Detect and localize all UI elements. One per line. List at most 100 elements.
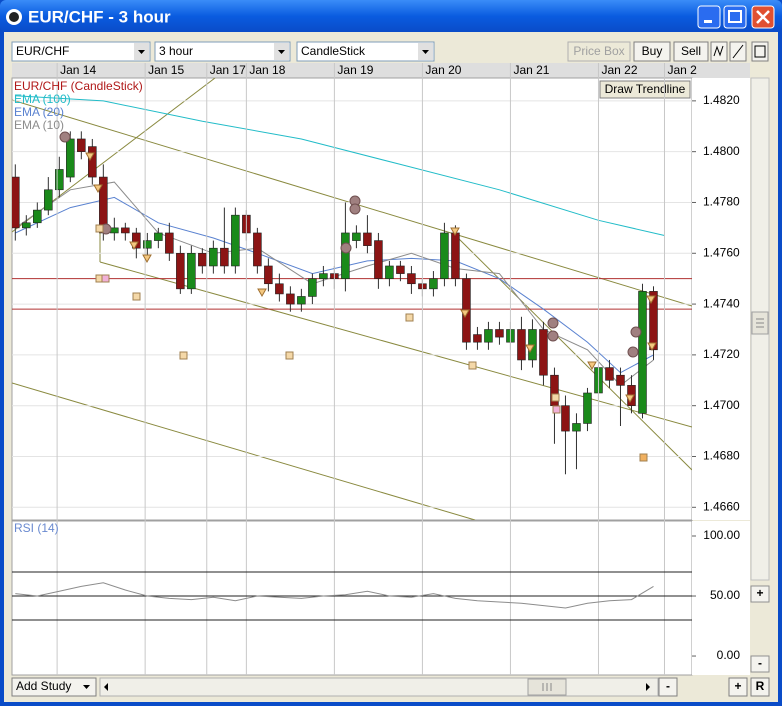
- square-markers: [95, 224, 648, 462]
- signal: [552, 405, 561, 414]
- signal: [349, 203, 361, 215]
- candle-body: [176, 252, 185, 290]
- y-tick-label: 1.4740: [703, 296, 740, 310]
- price-axis: [692, 78, 750, 520]
- sell-label: Sell: [681, 44, 701, 58]
- candle-body: [77, 138, 86, 152]
- candle-body: [385, 265, 394, 279]
- signal-markers: [59, 131, 657, 462]
- rsi-axis: [692, 521, 750, 675]
- sell-button[interactable]: [673, 41, 709, 62]
- maximize-icon: [728, 10, 742, 23]
- candle-body: [572, 423, 581, 432]
- candle-body: [286, 293, 295, 305]
- minimize-button[interactable]: [697, 5, 721, 29]
- y-tick-label: 1.4700: [703, 398, 740, 412]
- triangle-markers: [85, 152, 657, 404]
- draw-trendline-button[interactable]: [599, 80, 691, 99]
- add-study-select[interactable]: [11, 677, 97, 697]
- signal: [551, 393, 560, 402]
- period-value: 3 hour: [159, 44, 193, 58]
- signal: [101, 274, 110, 283]
- y-tick-label: 1.4760: [703, 245, 740, 259]
- y-tick-label: 1.4820: [703, 93, 740, 107]
- dropdown-arrow: [422, 50, 429, 54]
- style-select[interactable]: [296, 41, 435, 62]
- window-title: EUR/CHF - 3 hour: [28, 7, 171, 26]
- candle-body: [297, 296, 306, 305]
- candle-body: [187, 252, 196, 290]
- period-select[interactable]: [154, 41, 291, 62]
- x-tick-label: Jan 15: [148, 63, 184, 77]
- candle-body: [198, 252, 207, 267]
- candle-body: [440, 232, 449, 279]
- candle-body: [110, 227, 119, 234]
- price-panel: [11, 77, 693, 521]
- trendline: [454, 234, 692, 471]
- y-tick-label: 100.00: [703, 528, 740, 542]
- candle-body: [407, 273, 416, 285]
- signal: [630, 326, 642, 338]
- candle-body: [539, 329, 548, 376]
- signal: [468, 361, 477, 370]
- scroll-right[interactable]: [646, 683, 650, 691]
- zoom-in-button[interactable]: [728, 677, 748, 697]
- x-tick-label: Jan 22: [601, 63, 637, 77]
- zoom-out-label: -: [666, 679, 670, 693]
- candle-body: [649, 291, 658, 351]
- candle-body: [638, 291, 647, 414]
- symbol-select[interactable]: [11, 41, 151, 62]
- y-tick-label: 1.4780: [703, 195, 740, 209]
- series-line: [15, 196, 654, 374]
- window-tool[interactable]: [751, 41, 769, 62]
- candle-body: [275, 283, 284, 295]
- rsi-zoom-in-button[interactable]: [750, 585, 770, 603]
- zoom-out-button[interactable]: [658, 677, 678, 697]
- candle-body: [451, 232, 460, 279]
- title-bar: [0, 0, 782, 32]
- buy-button[interactable]: [633, 41, 671, 62]
- candle-body: [121, 227, 130, 234]
- candle-body: [165, 232, 174, 254]
- x-tick-label: Jan 20: [425, 63, 461, 77]
- candle-body: [352, 232, 361, 241]
- scroll-left[interactable]: [104, 683, 108, 691]
- candle-body: [154, 232, 163, 241]
- time-scrollbar[interactable]: [99, 677, 659, 697]
- signal: [179, 351, 188, 360]
- candle-body: [396, 265, 405, 274]
- candle-body: [12, 176, 20, 229]
- price-box-button[interactable]: [567, 41, 631, 62]
- candle-body: [616, 374, 625, 386]
- buy-label: Buy: [642, 44, 663, 58]
- thumb-grip: [542, 683, 552, 691]
- rsi-panel: [11, 520, 693, 676]
- candle-body: [88, 146, 97, 178]
- candle-body: [583, 392, 592, 424]
- candle-body: [231, 214, 240, 267]
- candle-body: [605, 367, 614, 381]
- y-tick-label: 50.00: [710, 588, 740, 602]
- reset-button[interactable]: [750, 677, 770, 697]
- signal: [547, 330, 559, 342]
- rsi-zoom-out-button[interactable]: [750, 655, 770, 673]
- price-box-label: Price Box: [573, 44, 624, 58]
- rsi-zoom-in-label: +: [756, 586, 763, 600]
- candle-body: [22, 222, 31, 229]
- candle-body: [220, 247, 229, 267]
- trendline: [99, 261, 692, 428]
- legend-entry: EMA (20): [14, 105, 64, 119]
- candle-body: [55, 169, 64, 191]
- symbol-value: EUR/CHF: [16, 44, 69, 58]
- toolbar: EUR/CHF 3 hour CandleStick Price Box Buy…: [11, 41, 769, 62]
- candle-body: [484, 329, 493, 343]
- rsi-zoom-out-label: -: [758, 656, 762, 670]
- thumb-grip: [756, 318, 764, 328]
- candle-body: [44, 189, 53, 211]
- candle-body: [264, 265, 273, 285]
- panel-title: RSI (14): [14, 521, 59, 535]
- x-tick-label: Jan 17: [210, 63, 246, 77]
- maximize-button[interactable]: [723, 5, 747, 29]
- signal: [405, 313, 414, 322]
- series-line: [15, 582, 654, 609]
